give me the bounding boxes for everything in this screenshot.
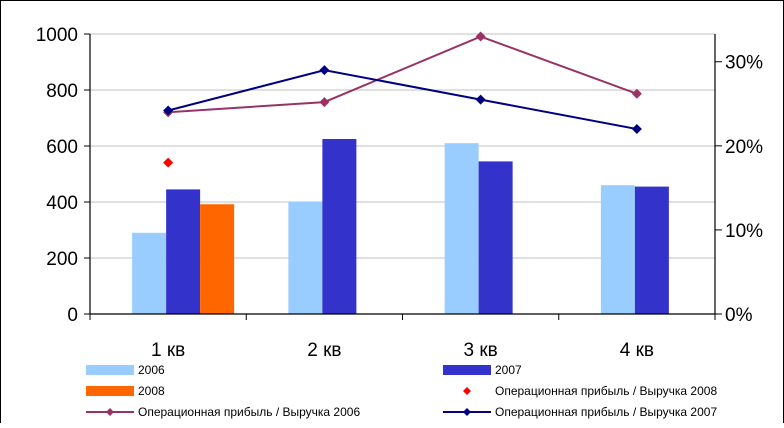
- series-marker: [163, 105, 174, 116]
- legend-label: 2008: [138, 384, 165, 398]
- bar: [600, 185, 635, 314]
- series-marker: [631, 88, 642, 99]
- y-left-tick-label: 600: [46, 137, 78, 158]
- bar: [634, 186, 669, 314]
- bars: [132, 139, 669, 314]
- series-marker: [631, 124, 642, 135]
- legend-label: Операционная прибыль / Выручка 2006: [138, 405, 360, 419]
- legend-swatch: [86, 365, 134, 375]
- y-left-tick-label: 0: [67, 305, 78, 326]
- legend-label: Операционная прибыль / Выручка 2007: [495, 405, 717, 419]
- x-tick-label: 3 кв: [463, 340, 497, 361]
- series-marker: [163, 157, 174, 168]
- legend-marker: [463, 408, 471, 416]
- bar: [132, 232, 167, 314]
- y-left-tick-label: 400: [46, 193, 78, 214]
- legend-swatch: [443, 365, 491, 375]
- y-right-tick-label: 30%: [725, 53, 763, 74]
- bar: [166, 189, 201, 314]
- bar: [288, 202, 323, 314]
- x-tick-label: 2 кв: [307, 340, 341, 361]
- legend-marker: [463, 387, 471, 395]
- y-left-tick-label: 1000: [36, 25, 78, 46]
- y-right-tick-label: 10%: [725, 221, 763, 242]
- x-tick-label: 1 кв: [151, 340, 185, 361]
- bar: [322, 139, 357, 314]
- series-marker: [475, 31, 486, 42]
- series-marker: [319, 65, 330, 76]
- series-line: [167, 69, 638, 130]
- bar: [200, 204, 235, 314]
- y-right-tick-label: 20%: [725, 137, 763, 158]
- series-line: [168, 35, 638, 114]
- series-marker: [475, 94, 486, 105]
- y-left-tick-label: 800: [46, 81, 78, 102]
- bar: [478, 161, 513, 314]
- legend-marker: [106, 408, 114, 416]
- legend-label: 2006: [138, 363, 165, 377]
- line-series: [163, 31, 642, 168]
- legend-swatch: [86, 386, 134, 396]
- legend-label: 2007: [495, 363, 522, 377]
- series-marker: [319, 97, 330, 108]
- legend: 2006 2007 2008 Операционная прибыль / Выруч…: [86, 363, 717, 419]
- y-left-tick-label: 200: [46, 249, 78, 270]
- legend-label: Операционная прибыль / Выручка 2008: [495, 384, 717, 398]
- x-tick-label: 4 кв: [620, 340, 654, 361]
- y-right-tick-label: 0%: [725, 305, 753, 326]
- bar: [444, 143, 479, 314]
